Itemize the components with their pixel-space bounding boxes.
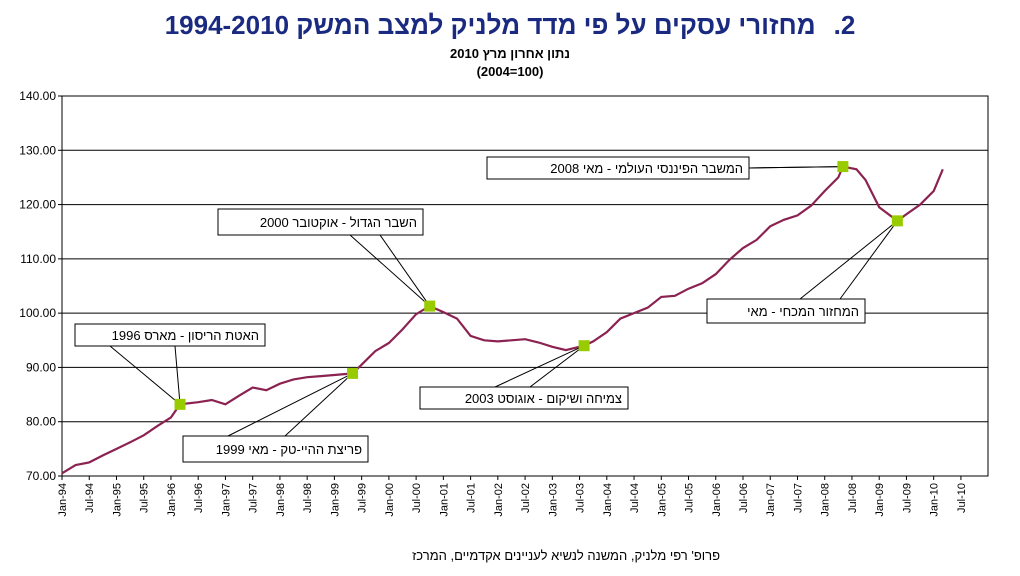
x-tick-label: Jan-08 [820, 483, 832, 517]
x-tick-label: Jul-98 [302, 483, 314, 513]
chart-number: 2. [833, 10, 856, 40]
x-tick-label: Jan-01 [438, 483, 450, 517]
y-tick-label: 140.00 [19, 89, 56, 103]
annotation-label: המחזור המכחי - מאי [747, 304, 859, 319]
annotation-label: המשבר הפיננסי העולמי - מאי 2008 [550, 161, 743, 176]
x-tick-label: Jul-00 [411, 483, 423, 513]
annotation-leader [379, 234, 431, 307]
annotation-leader [284, 373, 353, 437]
annotation-leader [109, 345, 181, 405]
x-tick-label: Jan-98 [275, 483, 287, 517]
y-tick-label: 100.00 [19, 306, 56, 320]
x-tick-label: Jan-94 [57, 483, 69, 517]
annotation-leader [494, 345, 585, 388]
x-tick-label: Jul-97 [248, 483, 260, 513]
x-tick-label: Jan-99 [329, 483, 341, 517]
x-tick-label: Jul-05 [684, 483, 696, 513]
y-tick-label: 80.00 [26, 415, 56, 429]
x-tick-label: Jul-10 [956, 483, 968, 513]
annotation-box [217, 208, 424, 236]
annotation-marker [424, 300, 436, 312]
annotation-marker [837, 161, 849, 173]
series [61, 165, 944, 475]
x-tick-label: Jan-09 [874, 483, 886, 517]
annotation-leader [839, 220, 898, 300]
x-tick-label: Jan-00 [384, 483, 396, 517]
annotation-leader [748, 166, 843, 169]
x-tick-label: Jul-09 [901, 483, 913, 513]
x-tick-label: Jul-04 [629, 483, 641, 513]
x-tick-label: Jul-07 [792, 483, 804, 513]
chart-title: 2. מחזורי עסקים על פי מדד מלניק למצב המשק… [0, 10, 1020, 41]
x-tick-label: Jan-07 [765, 483, 777, 517]
annotation-box [74, 323, 266, 347]
y-tick-label: 130.00 [19, 143, 56, 157]
x-tick-label: Jan-06 [711, 483, 723, 517]
chart-subtitle-last-data: נתון אחרון מרץ 2010 [450, 46, 570, 61]
x-tick-label: Jan-03 [547, 483, 559, 517]
annotation-leader [529, 345, 585, 388]
annotation-marker [891, 215, 903, 227]
annotation-box [706, 298, 866, 324]
x-tick-label: Jul-99 [357, 483, 369, 513]
x-tick-label: Jul-02 [520, 483, 532, 513]
x-tick-label: Jul-01 [466, 483, 478, 513]
annotation-leader [227, 372, 353, 437]
y-tick-label: 110.00 [20, 252, 56, 266]
annotation-label: פריצת ההיי-טק - מאי 1999 [216, 442, 362, 457]
x-tick-label: Jan-95 [111, 483, 123, 517]
x-tick-label: Jul-94 [84, 483, 96, 513]
annotation-leader [174, 345, 181, 405]
footer-credit: פרופ' רפי מלניק, המשנה לנשיא לעניינים אק… [412, 548, 720, 563]
annotation-leader [349, 234, 431, 307]
annotation-marker [347, 367, 359, 379]
annotation-label: השבר הגדול - אוקטובר 2000 [260, 215, 417, 230]
x-tick-label: Jan-04 [602, 483, 614, 517]
x-tick-label: Jul-06 [738, 483, 750, 513]
x-tick-label: Jul-96 [193, 483, 205, 513]
annotations: האטת הריסון - מארס 1996 פריצת ההיי-טק - מ… [74, 156, 903, 463]
chart-title-text: מחזורי עסקים על פי מדד מלניק למצב המשק 1… [164, 10, 816, 40]
annotation-label: האטת הריסון - מארס 1996 [112, 328, 259, 343]
y-tick-label: 90.00 [26, 360, 56, 374]
annotation-label: צמיחה ושיקום - אוגוסט 2003 [465, 391, 622, 406]
y-tick-label: 120.00 [19, 198, 56, 212]
x-tick-label: Jul-95 [139, 483, 151, 513]
annotation-box [419, 386, 629, 410]
annotation-box [486, 156, 750, 180]
x-tick-label: Jan-05 [656, 483, 668, 517]
x-tick-label: Jan-02 [493, 483, 505, 517]
annotation-leader [799, 220, 898, 300]
x-tick-label: Jul-08 [847, 483, 859, 513]
axes: 70.00 80.00 90.00 100.00 110.00 120.00 130.00 1… [19, 89, 968, 517]
x-tick-label: Jan-96 [166, 483, 178, 517]
x-tick-label: Jan-10 [929, 483, 941, 517]
annotation-box [182, 435, 369, 463]
y-tick-label: 70.00 [26, 469, 56, 483]
chart-subtitle-base: (2004=100) [476, 64, 544, 79]
annotation-marker [578, 340, 590, 352]
series-line [61, 165, 944, 475]
x-tick-label: Jan-97 [220, 483, 232, 517]
annotation-marker [174, 398, 186, 410]
x-tick-label: Jul-03 [575, 483, 587, 513]
